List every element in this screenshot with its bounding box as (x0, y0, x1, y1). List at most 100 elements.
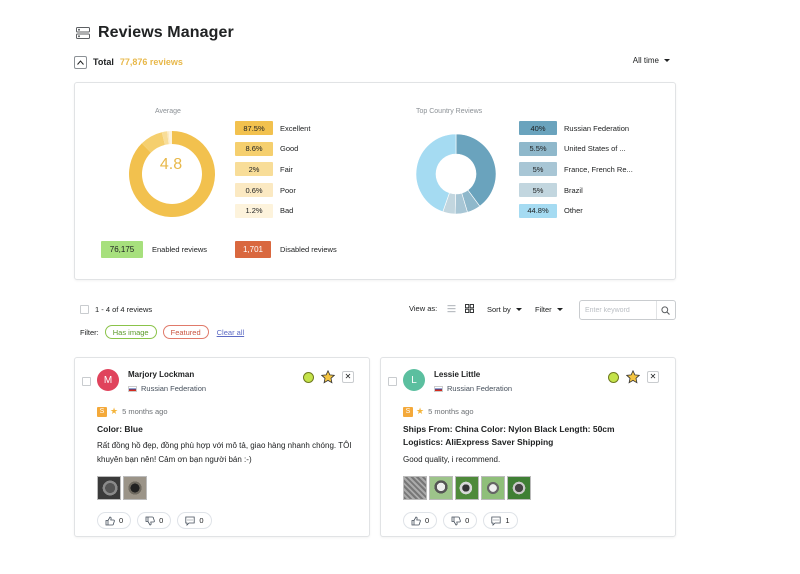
feature-star-icon[interactable] (626, 370, 640, 384)
review-card: L Lessie Little Russian Federation ✕ S ★… (380, 357, 676, 537)
filter-tag-has-image[interactable]: Has image (104, 325, 157, 339)
like-button[interactable]: 0 (97, 512, 132, 529)
comment-button[interactable]: 0 (177, 512, 212, 529)
thumbs-down-icon (145, 516, 155, 525)
country-title: Top Country Reviews (416, 108, 483, 115)
dislike-button[interactable]: 0 (137, 512, 172, 529)
rating-legend-value: 87.5% (235, 121, 273, 135)
rating-legend-value: 0.6% (235, 183, 273, 198)
search-input[interactable] (585, 304, 655, 316)
average-title: Average (155, 108, 181, 115)
review-image-thumbnail[interactable] (403, 476, 427, 500)
close-icon: ✕ (649, 372, 657, 381)
search-box (579, 300, 676, 320)
rating-legend-row: 87.5% Excellent (235, 121, 310, 135)
dislike-button[interactable]: 0 (443, 512, 478, 529)
filter-label: Filter (535, 305, 552, 314)
country-legend-label: Russian Federation (564, 123, 630, 133)
rating-legend-value: 2% (235, 162, 273, 177)
review-title: Color: Blue (97, 424, 143, 434)
feature-star-icon[interactable] (321, 370, 335, 384)
country-slice-4 (415, 133, 457, 213)
review-image-thumbnail[interactable] (97, 476, 121, 500)
rating-legend-label: Fair (280, 164, 293, 174)
chevron-up-icon (77, 59, 84, 65)
rating-slice-2 (161, 131, 169, 145)
view-as-label: View as: (409, 304, 438, 313)
like-button[interactable]: 0 (403, 512, 438, 529)
collapse-stats-button[interactable] (74, 55, 87, 69)
country-legend-value: 5% (519, 162, 557, 177)
rating-legend-row: 0.6% Poor (235, 183, 296, 198)
country-name: Russian Federation (447, 384, 513, 393)
country-legend-label: France, French Re... (564, 164, 633, 174)
source-badge: S (403, 406, 413, 417)
total-count: 77,876 reviews (119, 57, 183, 67)
russia-flag-icon (128, 385, 137, 392)
comment-button[interactable]: 1 (483, 512, 518, 529)
country-slice-0 (455, 133, 497, 207)
avatar: L (403, 369, 425, 391)
review-image-thumbnail[interactable] (481, 476, 505, 500)
delete-review-button[interactable]: ✕ (647, 371, 659, 383)
review-images (97, 476, 149, 500)
country-legend-row: 44.8% Other (519, 203, 583, 218)
reviewer-name: Marjory Lockman (128, 370, 195, 379)
select-all-checkbox[interactable] (80, 305, 89, 314)
comment-count: 1 (505, 516, 510, 525)
disabled-count-badge: 1,701 (235, 241, 271, 258)
average-rating-value: 4.8 (159, 156, 183, 173)
total-label: Total (93, 57, 114, 67)
list-view-icon[interactable] (447, 304, 456, 313)
review-actions: 0 0 0 (97, 512, 218, 529)
rating-legend-label: Good (280, 144, 299, 154)
review-image-thumbnail[interactable] (455, 476, 479, 500)
thumbs-up-icon (411, 516, 421, 525)
review-select-checkbox[interactable] (388, 377, 397, 386)
rating-legend-label: Poor (280, 185, 296, 195)
sort-by-dropdown[interactable]: Sort by (487, 305, 522, 314)
review-images (403, 476, 533, 500)
delete-review-button[interactable]: ✕ (342, 371, 354, 383)
review-body: Good quality, i recommend. (403, 455, 501, 464)
rating-legend-row: 8.6% Good (235, 141, 299, 156)
grid-view-icon[interactable] (465, 304, 474, 313)
filter-dropdown[interactable]: Filter (535, 305, 563, 314)
review-image-thumbnail[interactable] (507, 476, 531, 500)
rating-slice-3 (167, 131, 170, 145)
review-time: 5 months ago (122, 407, 168, 416)
country-name: Russian Federation (141, 384, 207, 393)
list-toolbar: 1 - 4 of 4 reviews View as: Sort by Filt… (80, 300, 676, 320)
review-actions: 0 0 1 (403, 512, 524, 529)
rating-star-icon: ★ (110, 406, 119, 416)
like-count: 0 (119, 516, 124, 525)
review-time: 5 months ago (428, 407, 474, 416)
total-row: Total 77,876 reviews All time (74, 55, 676, 69)
country-legend-value: 5% (519, 183, 557, 198)
reviewer-name: Lessie Little (434, 370, 481, 379)
enabled-reviews-row[interactable]: 76,175 Enabled reviews (101, 241, 207, 258)
country-legend-row: 5.5% United States of ... (519, 141, 626, 156)
average-donut-chart (129, 131, 215, 217)
search-icon[interactable] (661, 306, 670, 315)
publish-status-toggle[interactable] (608, 372, 619, 383)
review-select-checkbox[interactable] (82, 377, 91, 386)
disabled-reviews-row[interactable]: 1,701 Disabled reviews (235, 241, 337, 258)
avatar-letter: M (103, 374, 113, 386)
period-dropdown[interactable]: All time (633, 56, 670, 65)
publish-status-toggle[interactable] (303, 372, 314, 383)
country-legend-label: Brazil (564, 185, 583, 195)
country-legend-label: United States of ... (564, 144, 626, 154)
dislike-count: 0 (159, 516, 164, 525)
clear-all-link[interactable]: Clear all (216, 327, 245, 337)
review-image-thumbnail[interactable] (123, 476, 147, 500)
review-image-thumbnail[interactable] (429, 476, 453, 500)
review-title: Ships From: China Color: Nylon Black Len… (403, 424, 615, 447)
reviewer-country: Russian Federation (128, 384, 206, 393)
country-legend-value: 5.5% (519, 141, 557, 156)
filter-tag-featured[interactable]: Featured (162, 325, 209, 339)
review-count-text: 1 - 4 of 4 reviews (95, 305, 153, 314)
enabled-count-badge: 76,175 (101, 241, 143, 258)
russia-flag-icon (434, 385, 443, 392)
review-card: M Marjory Lockman Russian Federation ✕ S… (74, 357, 370, 537)
